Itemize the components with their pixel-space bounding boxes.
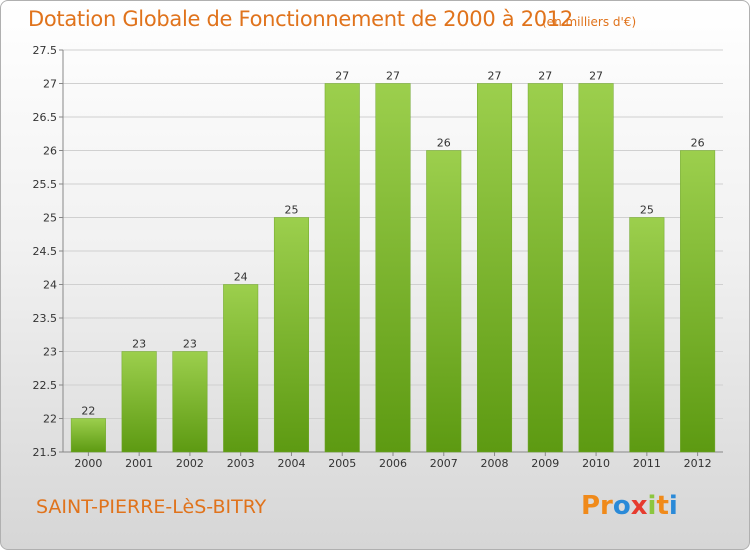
y-tick-label: 27.5 bbox=[33, 44, 58, 57]
y-tick-label: 21.5 bbox=[33, 446, 58, 459]
x-tick-label: 2010 bbox=[582, 457, 610, 470]
x-tick-label: 2011 bbox=[633, 457, 661, 470]
logo-part: i bbox=[647, 491, 657, 521]
bar bbox=[629, 217, 665, 453]
chart-title: Dotation Globale de Fonctionnement de 20… bbox=[28, 7, 573, 31]
bar bbox=[172, 351, 208, 453]
data-label: 26 bbox=[437, 137, 451, 150]
data-label: 27 bbox=[386, 70, 400, 83]
data-label: 25 bbox=[284, 204, 298, 217]
y-tick-label: 25.5 bbox=[33, 178, 58, 191]
chart-subtitle: (en milliers d'€) bbox=[542, 15, 637, 29]
bar bbox=[273, 217, 309, 453]
x-tick-label: 2012 bbox=[684, 457, 712, 470]
y-tick-label: 26.5 bbox=[33, 111, 58, 124]
logo-part: Pr bbox=[581, 491, 613, 521]
data-label: 24 bbox=[234, 271, 248, 284]
x-tick-label: 2009 bbox=[531, 457, 559, 470]
bar bbox=[223, 284, 259, 453]
bar bbox=[477, 83, 513, 453]
data-label: 27 bbox=[589, 70, 603, 83]
bar bbox=[426, 150, 462, 453]
bar bbox=[527, 83, 563, 453]
x-tick-label: 2001 bbox=[125, 457, 153, 470]
y-tick-label: 25 bbox=[43, 212, 57, 225]
y-tick-label: 27 bbox=[43, 78, 57, 91]
data-label: 27 bbox=[488, 70, 502, 83]
y-tick-label: 23.5 bbox=[33, 312, 58, 325]
x-tick-label: 2008 bbox=[481, 457, 509, 470]
y-tick-label: 22 bbox=[43, 413, 57, 426]
proxiti-logo[interactable]: Proxiti bbox=[581, 491, 678, 521]
y-tick-label: 22.5 bbox=[33, 379, 58, 392]
logo-part: x bbox=[630, 491, 648, 521]
bar bbox=[375, 83, 411, 453]
data-label: 27 bbox=[335, 70, 349, 83]
data-label: 27 bbox=[538, 70, 552, 83]
x-tick-label: 2004 bbox=[277, 457, 305, 470]
x-tick-label: 2005 bbox=[328, 457, 356, 470]
y-tick-label: 24 bbox=[43, 279, 57, 292]
x-tick-label: 2000 bbox=[74, 457, 102, 470]
y-tick-label: 24.5 bbox=[33, 245, 58, 258]
data-label: 23 bbox=[132, 338, 146, 351]
bar bbox=[680, 150, 716, 453]
x-tick-label: 2007 bbox=[430, 457, 458, 470]
data-label: 26 bbox=[691, 137, 705, 150]
x-tick-label: 2002 bbox=[176, 457, 204, 470]
y-tick-label: 23 bbox=[43, 346, 57, 359]
data-label: 23 bbox=[183, 338, 197, 351]
bar bbox=[121, 351, 157, 453]
bar bbox=[70, 418, 106, 453]
data-label: 22 bbox=[81, 405, 95, 418]
y-tick-label: 26 bbox=[43, 145, 57, 158]
logo-part: o bbox=[612, 491, 631, 521]
commune-name: SAINT-PIERRE-LèS-BITRY bbox=[36, 496, 267, 518]
bar bbox=[578, 83, 614, 453]
bar bbox=[324, 83, 360, 453]
logo-part: i bbox=[668, 491, 678, 521]
x-tick-label: 2006 bbox=[379, 457, 407, 470]
x-tick-label: 2003 bbox=[227, 457, 255, 470]
logo-part: t bbox=[656, 491, 669, 521]
data-label: 25 bbox=[640, 204, 654, 217]
